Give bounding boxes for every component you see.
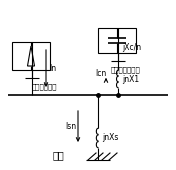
Text: Isn: Isn	[65, 122, 76, 131]
Text: jXc/n: jXc/n	[122, 43, 141, 52]
Text: 電源: 電源	[52, 150, 64, 160]
Bar	[98, 28, 136, 53]
Text: コンデンサ設備: コンデンサ設備	[111, 67, 141, 73]
Text: 高調波発生源: 高調波発生源	[31, 84, 57, 90]
Text: jnXs: jnXs	[102, 133, 118, 142]
Text: In: In	[49, 64, 56, 73]
Text: Icn: Icn	[96, 70, 107, 79]
Text: jnX1: jnX1	[122, 74, 139, 83]
Bar	[12, 42, 50, 70]
